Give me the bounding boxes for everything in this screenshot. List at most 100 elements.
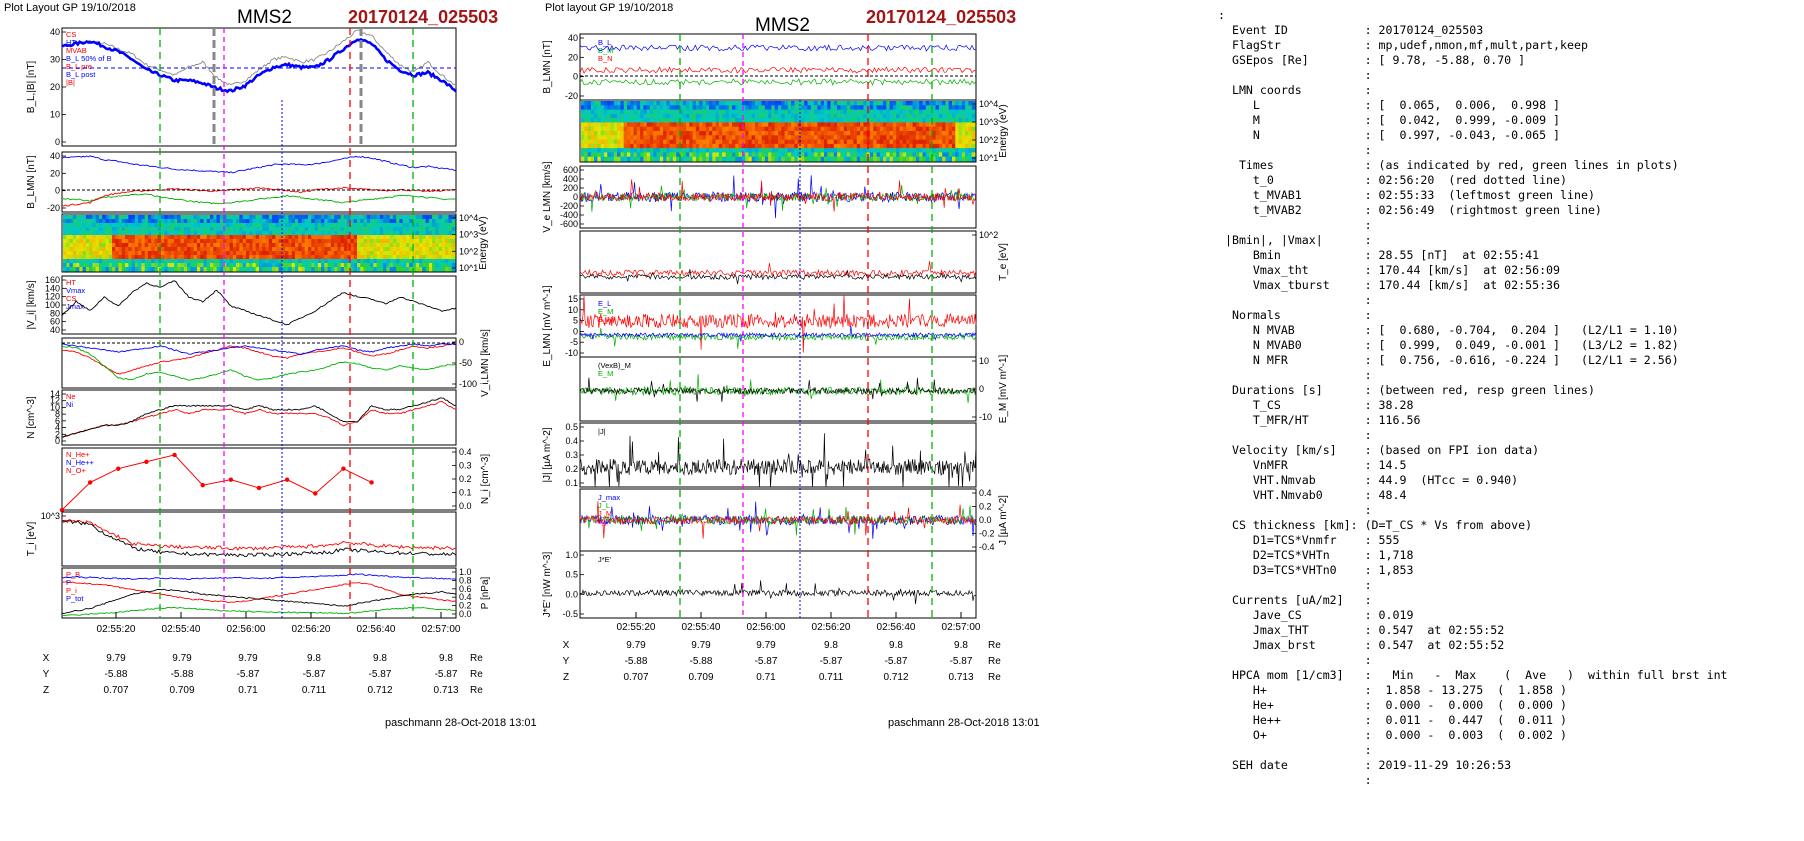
spectrogram-cell [363,223,368,228]
spectrogram-cell [141,227,146,232]
spectrogram-cell [138,223,142,228]
spectrogram-cell [278,267,283,272]
spectrogram-cell [906,148,910,153]
spectrogram-cell [138,255,142,260]
spectrogram-cell [669,135,674,141]
spectrogram-cell [115,219,120,224]
spectrogram-cell [627,122,631,128]
spectrogram-cell [856,126,861,132]
spectrogram-cell [438,235,443,240]
spectrogram-cell [177,219,182,224]
spectrogram-cell [587,105,592,111]
spectrogram-cell [141,263,146,268]
spectrogram-cell [971,139,976,145]
spectrogram-cell [682,143,687,149]
spectrogram-cell [676,156,680,162]
spectrogram-cell [728,152,733,158]
spectrogram-cell [259,215,263,220]
spectrogram-cell [138,259,142,264]
spectrogram-cell [85,243,90,248]
spectrogram-cell [445,267,449,272]
spectrogram-cell [758,126,763,132]
spectrogram-cell [581,105,585,111]
spectrogram-cell [653,118,657,123]
spectrogram-cell [432,243,436,248]
spectrogram-cell [200,227,204,232]
spectrogram-cell [249,219,253,224]
spectrogram-cell [883,143,887,149]
spectrogram-cell [889,101,894,106]
spectrogram-cell [794,156,799,162]
spectrogram-cell [853,109,858,115]
spectrogram-cell [262,255,267,260]
spectrogram-cell [633,148,638,153]
spectrogram-cell [82,219,87,224]
spectrogram-cell [899,143,904,149]
spectrogram-cell [216,263,221,268]
spectrogram-cell [108,235,113,240]
spectrogram-cell [741,101,746,106]
spectrogram-cell [938,156,943,162]
spectrogram-cell [630,113,635,119]
spectrogram-cell [262,231,267,236]
spectrogram-cell [761,139,766,145]
spectrogram-cell [758,105,763,111]
spectrogram-cell [196,243,201,248]
summary-line: t_0 : 02:56:20 (red dotted line) [1218,173,1568,187]
spectrogram-cell [695,148,700,153]
spectrogram-cell [787,143,792,149]
spectrogram-cell [932,105,937,111]
spectrogram-cell [787,122,792,128]
spectrogram-cell [846,131,851,136]
spectrogram-cell [643,105,648,111]
spectrogram-cell [330,227,335,232]
spectrogram-cell [902,113,907,119]
spectrogram-cell [886,139,891,145]
spectrogram-cell [301,263,306,268]
spectrogram-cell [154,231,159,236]
spectrogram-cell [128,255,133,260]
spectrogram-cell [633,105,638,111]
spectrogram-cell [728,105,733,111]
spectrogram-cell [285,223,289,228]
spectrogram-cell [751,148,756,153]
mid-em-trace [579,328,977,349]
spectrogram-cell [663,156,667,162]
spectrogram-cell [406,239,410,244]
spectrogram-cell [781,118,786,123]
spectrogram-cell [304,247,309,252]
spectrogram-cell [833,139,838,145]
spectrogram-cell [69,247,74,252]
spectrogram-cell [180,247,185,252]
spectrogram-cell [968,113,973,119]
mid-layout-label: Plot layout GP 19/10/2018 [545,2,674,14]
spectrogram-cell [206,215,211,220]
spectrogram-cell [804,143,809,149]
spectrogram-cell [774,122,779,128]
spectrogram-cell [85,263,90,268]
spectrogram-cell [412,235,417,240]
spectrogram-cell [873,135,877,141]
spectrogram-cell [134,239,139,244]
spectrogram-cell [203,239,208,244]
summary-line: N MVAB0 : [ 0.999, 0.049, -0.001 ] (L3/L… [1218,338,1679,352]
spectrogram-cell [699,122,703,128]
spectrogram-cell [63,231,67,236]
spectrogram-cell [699,118,703,123]
summary-line: Bmin : 28.55 [nT] at 02:55:41 [1218,248,1540,262]
summary-line: Vmax_tht : 170.44 [km/s] at 02:56:09 [1218,263,1561,277]
spectrogram-cell [610,109,615,115]
left-ephem-value: 0.713 [433,685,458,696]
spectrogram-cell [590,109,595,115]
spectrogram-cell [353,235,358,240]
spectrogram-cell [692,118,697,123]
spectrogram-cell [640,122,644,128]
spectrogram-cell [239,247,244,252]
spectrogram-cell [154,263,159,268]
spectrogram-cell [869,131,874,136]
spectrogram-cell [850,148,854,153]
spectrogram-cell [406,235,410,240]
spectrogram-cell [422,235,427,240]
spectrogram-cell [945,109,950,115]
spectrogram-cell [242,267,247,272]
